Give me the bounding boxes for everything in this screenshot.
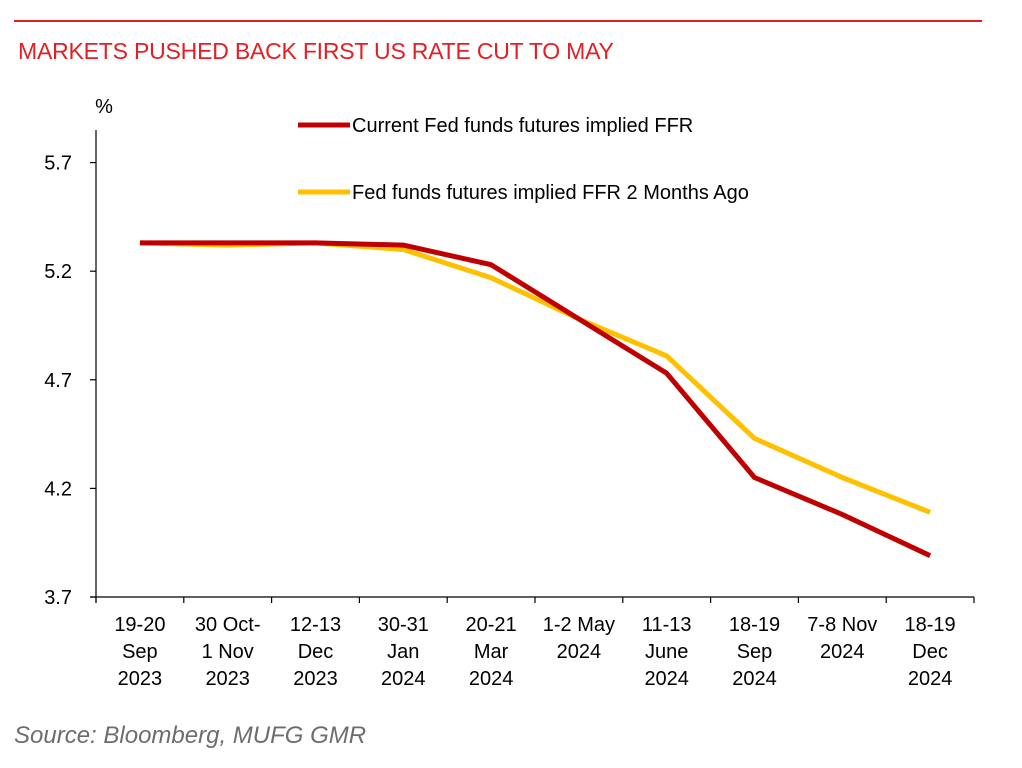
chart-title: MARKETS PUSHED BACK FIRST US RATE CUT TO… [18, 38, 614, 64]
y-tick-label: 5.2 [44, 261, 72, 283]
x-tick-label: 19-20 Sep 2023 [114, 614, 165, 690]
x-tick-label: 11-13 June 2024 [642, 614, 692, 690]
x-tick-label: 7-8 Nov 2024 [807, 614, 877, 663]
legend-label-2: Fed funds futures implied FFR 2 Months A… [352, 182, 749, 204]
source-note: Source: Bloomberg, MUFG GMR [14, 722, 367, 749]
series-1-point [576, 316, 581, 321]
y-tick-label: 3.7 [44, 587, 72, 609]
y-tick-label: 4.2 [44, 478, 72, 500]
series-1-point [840, 512, 845, 517]
series-1-point [664, 371, 669, 376]
y-tick-label: 4.7 [44, 370, 72, 392]
chart-axes: % [90, 96, 974, 603]
series-lines [137, 240, 933, 558]
series-1-point [313, 240, 318, 245]
series-2-point [489, 275, 494, 280]
y-axis-ticks: 5.7 5.2 4.7 4.2 3.7 [44, 153, 96, 609]
x-tick-label: 18-19 Sep 2024 [729, 614, 780, 690]
x-tick-label: 12-13 Dec 2023 [290, 614, 341, 690]
series-1-point [225, 240, 230, 245]
x-tick-label: 1-2 May 2024 [543, 614, 615, 663]
series-1-point [489, 262, 494, 267]
x-tick-label: 18-19 Dec 2024 [905, 614, 956, 690]
series-2-point [840, 475, 845, 480]
series-2-point [664, 353, 669, 358]
series-1-point [928, 553, 933, 558]
series-2-point [752, 436, 757, 441]
legend: Current Fed funds futures implied FFR Fed… [298, 115, 749, 204]
legend-label-1: Current Fed funds futures implied FFR [352, 115, 693, 137]
y-axis-unit-label: % [95, 96, 113, 118]
x-tick-label: 20-21 Mar 2024 [466, 614, 517, 690]
y-tick-label: 5.7 [44, 153, 72, 175]
series-1-point [137, 240, 142, 245]
series-line-1 [139, 240, 932, 558]
title-rule [14, 20, 982, 22]
x-tick-label: 30-31 Jan 2024 [378, 614, 429, 690]
series-1-point [752, 475, 757, 480]
series-2-point [928, 510, 933, 515]
series-1-point [401, 243, 406, 248]
series-line-2 [139, 240, 932, 515]
x-axis-ticks: 19-20 Sep 2023 30 Oct-1 Nov 2023 12-13 Dec 2023… [95, 597, 975, 690]
x-tick-label: 30 Oct-1 Nov 2023 [195, 614, 261, 690]
